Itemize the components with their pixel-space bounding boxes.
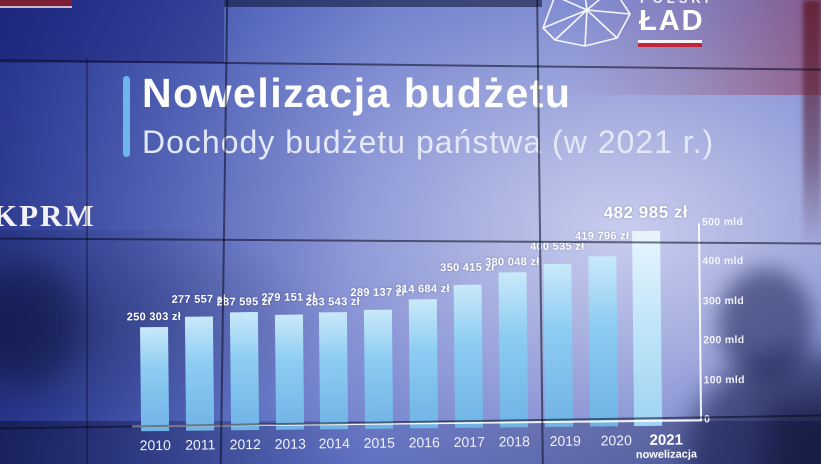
logo-underline-red (638, 43, 702, 47)
logo-brand-top: POLSKI (640, 0, 760, 3)
page-title: Nowelizacja budżetu (142, 70, 572, 116)
red-light-reflection (420, 0, 821, 95)
y-axis-tick-label: 200 mld (703, 333, 745, 347)
bar-2019 (543, 263, 574, 428)
bar-2017 (453, 284, 484, 428)
bar-2020 (588, 256, 619, 427)
bar-2016 (408, 299, 439, 429)
y-axis-line (697, 223, 703, 421)
title-accent-bar (123, 76, 130, 157)
person-shadow-corner (766, 398, 821, 464)
kprm-watermark: KPRM (0, 198, 96, 233)
year-label: 2021 (649, 431, 684, 449)
bar-2015 (363, 309, 394, 429)
logo-brand: ŁAD (639, 5, 705, 37)
y-axis-tick-label: 100 mld (703, 373, 745, 387)
wall-panel-topleft (0, 0, 224, 63)
bar-2011 (184, 316, 215, 431)
top-left-red-strip (0, 0, 72, 6)
bar-2012 (229, 312, 260, 431)
bar-2018 (498, 272, 529, 428)
y-axis-tick-label: 300 mld (702, 294, 745, 308)
right-edge-shadow (803, 0, 821, 245)
page-subtitle: Dochody budżetu państwa (w 2021 r.) (142, 124, 715, 160)
bar-2010 (140, 326, 170, 432)
top-left-white-strip (0, 6, 72, 8)
highlight-sublabel: nowelizacja (635, 448, 698, 462)
y-axis-tick-label: 400 mld (702, 254, 744, 268)
bar-2013 (274, 314, 305, 430)
polski-lad-gem-icon (542, 0, 631, 47)
bar-2014 (318, 312, 349, 430)
y-axis-tick-label: 500 mld (701, 215, 744, 229)
bar-2021 (632, 230, 663, 427)
logo-underline-white (638, 40, 702, 43)
y-axis-tick-label: 0 (703, 413, 711, 426)
wall-top-strip (224, 0, 542, 7)
bezel-line-vertical-left (86, 58, 88, 464)
